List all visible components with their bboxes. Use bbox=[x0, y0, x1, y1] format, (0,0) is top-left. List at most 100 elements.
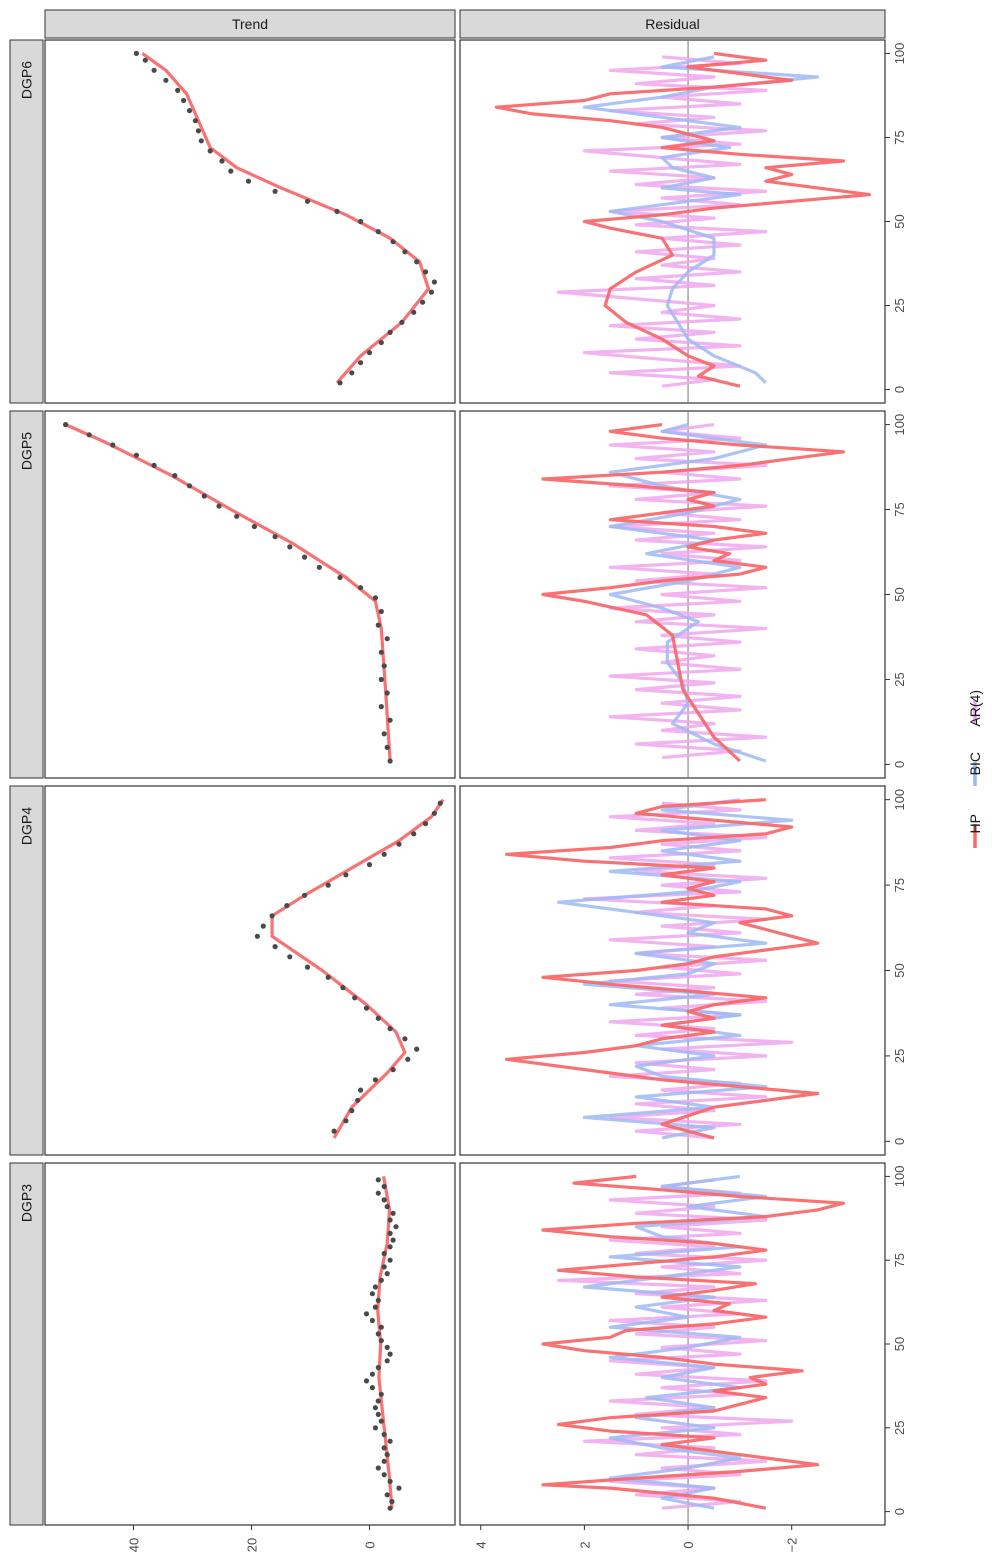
point-trend-dgp4-10 bbox=[387, 1026, 393, 1032]
point-trend-dgp3-1 bbox=[389, 1498, 395, 1505]
point-trend-dgp4-1 bbox=[343, 1118, 349, 1124]
strip-dgp5 bbox=[9, 410, 44, 779]
x-tick-label-dgp3-75: 75 bbox=[892, 1253, 907, 1267]
panel-trend-dgp6 bbox=[44, 39, 456, 404]
point-trend-dgp4-27 bbox=[381, 851, 387, 857]
series-hp-trend-dgp6 bbox=[141, 52, 431, 384]
point-trend-dgp5-28 bbox=[86, 432, 92, 438]
point-trend-dgp4-16 bbox=[304, 964, 311, 970]
point-trend-dgp5-5 bbox=[384, 690, 390, 696]
point-trend-dgp6-5 bbox=[387, 329, 393, 335]
point-trend-dgp4-19 bbox=[254, 933, 260, 939]
point-trend-dgp6-32 bbox=[142, 57, 148, 63]
point-trend-dgp3-40 bbox=[390, 1237, 396, 1243]
y-tick-label-residual-2: 2 bbox=[577, 1541, 592, 1548]
strip-dgp4 bbox=[9, 785, 44, 1156]
series-bic-residual-dgp4 bbox=[556, 798, 794, 1140]
point-trend-dgp3-35 bbox=[384, 1271, 390, 1277]
point-trend-dgp4-0 bbox=[331, 1128, 337, 1134]
legend-label-bic: BIC bbox=[967, 752, 983, 775]
point-trend-dgp6-26 bbox=[192, 118, 198, 124]
point-trend-dgp6-18 bbox=[304, 198, 311, 204]
series-hp-residual-dgp3 bbox=[541, 1174, 846, 1510]
point-trend-dgp5-1 bbox=[384, 744, 390, 751]
point-trend-dgp3-27 bbox=[378, 1324, 384, 1330]
point-trend-dgp5-12 bbox=[372, 595, 378, 601]
point-trend-dgp3-42 bbox=[393, 1224, 399, 1230]
point-trend-dgp3-39 bbox=[387, 1244, 393, 1250]
point-trend-dgp3-3 bbox=[396, 1485, 402, 1491]
panel-trend-dgp5 bbox=[44, 410, 456, 779]
strip-trend bbox=[44, 9, 456, 39]
point-trend-dgp3-41 bbox=[387, 1230, 393, 1236]
point-trend-dgp4-29 bbox=[411, 831, 417, 837]
point-trend-dgp3-21 bbox=[375, 1364, 381, 1371]
x-tick-label-dgp5-25: 25 bbox=[892, 672, 907, 686]
x-tick-label-dgp4-25: 25 bbox=[892, 1049, 907, 1063]
point-trend-dgp5-21 bbox=[216, 503, 222, 509]
point-trend-dgp5-24 bbox=[172, 473, 178, 479]
legend-label-hp: HP bbox=[967, 814, 983, 833]
axis-layer: Trend ResidualDGP3DGP4DGP5DGP602040025507… bbox=[9, 9, 907, 1552]
point-trend-dgp3-38 bbox=[381, 1250, 387, 1257]
point-trend-dgp5-0 bbox=[387, 758, 393, 764]
point-trend-dgp4-4 bbox=[358, 1087, 364, 1093]
point-trend-dgp3-18 bbox=[369, 1385, 375, 1391]
point-trend-dgp3-19 bbox=[363, 1378, 370, 1384]
point-trend-dgp6-10 bbox=[431, 279, 437, 285]
point-trend-dgp3-25 bbox=[378, 1338, 384, 1344]
point-trend-dgp5-29 bbox=[63, 422, 69, 428]
point-trend-dgp3-31 bbox=[375, 1297, 381, 1303]
point-trend-dgp3-46 bbox=[381, 1197, 387, 1203]
point-trend-dgp6-30 bbox=[163, 77, 169, 83]
x-tick-label-dgp5-100: 100 bbox=[892, 414, 907, 436]
strip-label-dgp4: DGP4 bbox=[19, 807, 35, 845]
point-trend-dgp5-26 bbox=[133, 452, 139, 458]
point-trend-dgp6-29 bbox=[175, 87, 181, 93]
point-trend-dgp3-11 bbox=[381, 1431, 387, 1438]
strip-label-dgp5: DGP5 bbox=[19, 432, 35, 470]
point-trend-dgp5-19 bbox=[251, 523, 257, 530]
point-trend-dgp3-24 bbox=[384, 1344, 390, 1350]
point-trend-dgp3-20 bbox=[369, 1371, 375, 1377]
legend-label-ar4: AR(4) bbox=[967, 690, 983, 727]
series-hp-trend-dgp5 bbox=[64, 423, 392, 762]
point-trend-dgp6-11 bbox=[422, 269, 429, 275]
x-tick-label-dgp3-50: 50 bbox=[892, 1337, 907, 1351]
point-trend-dgp6-8 bbox=[420, 299, 426, 305]
point-trend-dgp3-37 bbox=[387, 1257, 393, 1263]
point-trend-dgp6-23 bbox=[207, 148, 213, 154]
point-trend-dgp4-21 bbox=[269, 913, 275, 919]
x-tick-label-dgp4-50: 50 bbox=[892, 963, 907, 977]
point-trend-dgp6-13 bbox=[402, 249, 408, 255]
point-trend-dgp5-9 bbox=[384, 636, 390, 642]
point-trend-dgp3-26 bbox=[375, 1331, 381, 1337]
series-ar4-residual-dgp5 bbox=[608, 423, 768, 760]
x-tick-label-dgp4-0: 0 bbox=[892, 1138, 907, 1145]
point-trend-dgp3-30 bbox=[372, 1304, 378, 1310]
point-trend-dgp3-7 bbox=[381, 1458, 387, 1464]
point-trend-dgp3-12 bbox=[372, 1425, 378, 1431]
point-trend-dgp3-43 bbox=[387, 1217, 393, 1223]
x-tick-label-dgp4-75: 75 bbox=[892, 878, 907, 892]
strip-label-dgp6: DGP6 bbox=[19, 61, 35, 99]
point-trend-dgp4-14 bbox=[340, 985, 346, 991]
y-tick-label-trend-40: 40 bbox=[126, 1538, 141, 1552]
x-tick-label-dgp5-50: 50 bbox=[892, 587, 907, 601]
point-trend-dgp6-7 bbox=[411, 309, 417, 315]
point-trend-dgp3-29 bbox=[363, 1311, 370, 1317]
point-trend-dgp5-2 bbox=[381, 731, 387, 737]
strip-residual bbox=[459, 9, 886, 39]
x-tick-label-dgp6-100: 100 bbox=[892, 43, 907, 65]
point-trend-dgp5-7 bbox=[381, 663, 387, 669]
strip-label-trend: Trend bbox=[232, 16, 268, 32]
point-trend-dgp3-36 bbox=[381, 1264, 387, 1270]
point-trend-dgp3-0 bbox=[387, 1505, 393, 1511]
point-trend-dgp3-44 bbox=[390, 1210, 396, 1216]
point-trend-dgp4-3 bbox=[355, 1097, 361, 1103]
point-trend-dgp4-25 bbox=[343, 872, 349, 878]
point-trend-dgp5-10 bbox=[375, 622, 381, 628]
point-trend-dgp4-17 bbox=[287, 954, 293, 960]
point-trend-dgp4-6 bbox=[390, 1067, 396, 1073]
